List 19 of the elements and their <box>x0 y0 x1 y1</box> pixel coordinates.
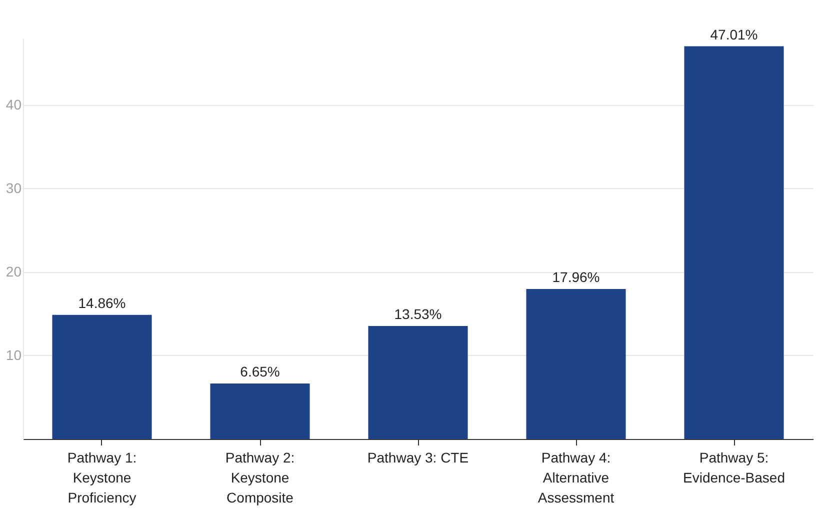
x-tick-label: Pathway 1: Keystone Proficiency <box>67 450 137 506</box>
bar <box>526 288 626 439</box>
bar <box>210 383 310 439</box>
y-tick-label: 10 <box>6 346 22 363</box>
data-label: 14.86% <box>78 294 126 311</box>
bar <box>52 314 152 439</box>
bar <box>684 46 784 439</box>
data-label: 13.53% <box>394 306 442 322</box>
bar <box>368 326 468 439</box>
data-label: 47.01% <box>710 26 758 42</box>
x-tick-label: Pathway 3: CTE <box>367 450 469 466</box>
x-tick-label: Pathway 4: Alternative Assessment <box>538 450 614 506</box>
x-tick-label: Pathway 2: Keystone Composite <box>225 450 295 506</box>
x-tick-label: Pathway 5: Evidence-Based <box>683 450 785 486</box>
y-tick-label: 30 <box>6 180 22 196</box>
y-tick-label: 40 <box>6 96 22 112</box>
data-label: 6.65% <box>240 363 280 380</box>
data-label: 17.96% <box>552 268 600 285</box>
y-tick-label: 20 <box>6 263 22 280</box>
